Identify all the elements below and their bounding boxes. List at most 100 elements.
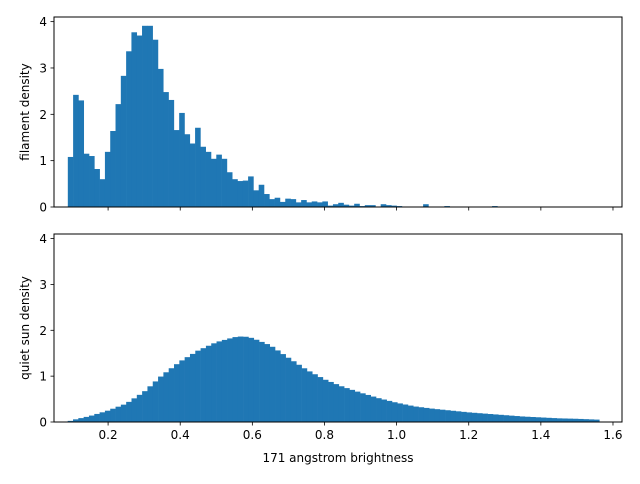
- histogram-bar: [280, 354, 286, 422]
- histogram-bar: [434, 409, 440, 422]
- histogram-bar: [392, 402, 398, 422]
- y-tick-label: 4: [39, 232, 47, 246]
- histogram-bar: [275, 350, 281, 422]
- histogram-bar: [232, 337, 238, 422]
- histogram-bar: [477, 413, 483, 422]
- histogram-bar: [312, 374, 318, 422]
- histogram-bar: [195, 351, 201, 422]
- histogram-bar: [488, 414, 494, 422]
- histogram-bar: [105, 411, 111, 422]
- histogram-bar: [243, 181, 249, 207]
- histogram-bar: [222, 340, 228, 422]
- histogram-bar: [248, 338, 254, 422]
- y-tick-label: 2: [39, 108, 47, 122]
- histogram-bar: [360, 393, 366, 422]
- histogram-bar: [158, 377, 164, 422]
- histogram-bar: [562, 418, 568, 422]
- histogram-bar: [322, 201, 328, 207]
- histogram-bar: [371, 397, 377, 422]
- histogram-bar: [190, 144, 196, 207]
- histogram-bar: [530, 417, 536, 422]
- histogram-bar: [179, 360, 185, 422]
- filament-bars: [68, 26, 498, 207]
- histogram-bar: [338, 203, 344, 207]
- histogram-bar: [328, 382, 334, 422]
- histogram-bar: [131, 32, 137, 207]
- histogram-bar: [158, 69, 164, 207]
- histogram-bar: [296, 365, 302, 422]
- histogram-bar: [163, 92, 169, 207]
- histogram-bar: [355, 392, 361, 422]
- histogram-bar: [259, 185, 265, 207]
- histogram-bar: [200, 147, 206, 207]
- histogram-bar: [307, 371, 313, 422]
- histogram-bar: [78, 418, 84, 422]
- histogram-bar: [525, 417, 531, 422]
- histogram-bar: [238, 337, 244, 422]
- histogram-bar: [121, 405, 127, 422]
- histogram-bar: [397, 403, 403, 422]
- histogram-bar: [131, 398, 137, 422]
- histogram-bar: [318, 377, 324, 422]
- histogram-bar: [302, 368, 308, 422]
- histogram-bar: [185, 357, 191, 422]
- histogram-bar: [291, 199, 297, 207]
- histogram-bar: [116, 104, 122, 207]
- histogram-bar: [312, 201, 318, 207]
- histogram-bar: [100, 179, 106, 207]
- histogram-bar: [105, 152, 111, 207]
- histogram-bar: [153, 40, 159, 207]
- histogram-bar: [541, 418, 547, 422]
- histogram-bar: [466, 412, 472, 422]
- histogram-bar: [493, 414, 499, 422]
- histogram-bar: [94, 414, 100, 422]
- histogram-bar: [275, 198, 281, 207]
- histogram-bar: [126, 51, 132, 207]
- histogram-bar: [84, 417, 90, 422]
- histogram-bar: [147, 386, 153, 422]
- histogram-bar: [195, 128, 201, 207]
- histogram-bar: [376, 398, 382, 422]
- histogram-bar: [317, 202, 323, 207]
- y-tick-label: 3: [39, 61, 47, 75]
- histogram-bar: [206, 346, 212, 422]
- x-tick-label: 1.6: [603, 428, 622, 442]
- histogram-bar: [217, 341, 223, 422]
- histogram-bar: [286, 358, 292, 422]
- histogram-bar: [206, 152, 212, 207]
- histogram-bar: [222, 159, 228, 207]
- histogram-bar: [349, 390, 355, 422]
- histogram-bar: [535, 417, 541, 422]
- y-tick-label: 1: [39, 370, 47, 384]
- histogram-bar: [280, 202, 286, 207]
- histogram-bar: [211, 159, 217, 207]
- histogram-bar: [73, 95, 79, 207]
- histogram-bar: [456, 411, 462, 422]
- histogram-bar: [190, 354, 196, 422]
- histogram-bar: [201, 348, 207, 422]
- x-tick-label: 1.2: [459, 428, 478, 442]
- histogram-bar: [68, 157, 74, 207]
- histogram-bar: [89, 156, 95, 207]
- quiet-sun-ylabel: quiet sun density: [18, 276, 32, 380]
- histogram-bar: [445, 410, 451, 422]
- histogram-bar: [333, 384, 339, 422]
- histogram-bar: [504, 415, 510, 422]
- y-tick-label: 0: [39, 201, 47, 215]
- histogram-bar: [126, 402, 132, 422]
- histogram-bar: [567, 419, 573, 422]
- histogram-bar: [100, 412, 106, 422]
- histogram-bar: [339, 386, 345, 422]
- histogram-bar: [142, 391, 148, 422]
- histogram-bar: [169, 368, 175, 422]
- histogram-bar: [174, 130, 180, 207]
- histogram-bar: [253, 190, 259, 207]
- histogram-bar: [232, 179, 238, 207]
- histogram-bar: [296, 202, 302, 207]
- histogram-bar: [184, 134, 190, 207]
- histogram-bar: [169, 100, 175, 207]
- histogram-bar: [237, 181, 243, 207]
- histogram-bar: [179, 113, 185, 207]
- histogram-bar: [216, 155, 222, 207]
- histogram-bar: [440, 410, 446, 422]
